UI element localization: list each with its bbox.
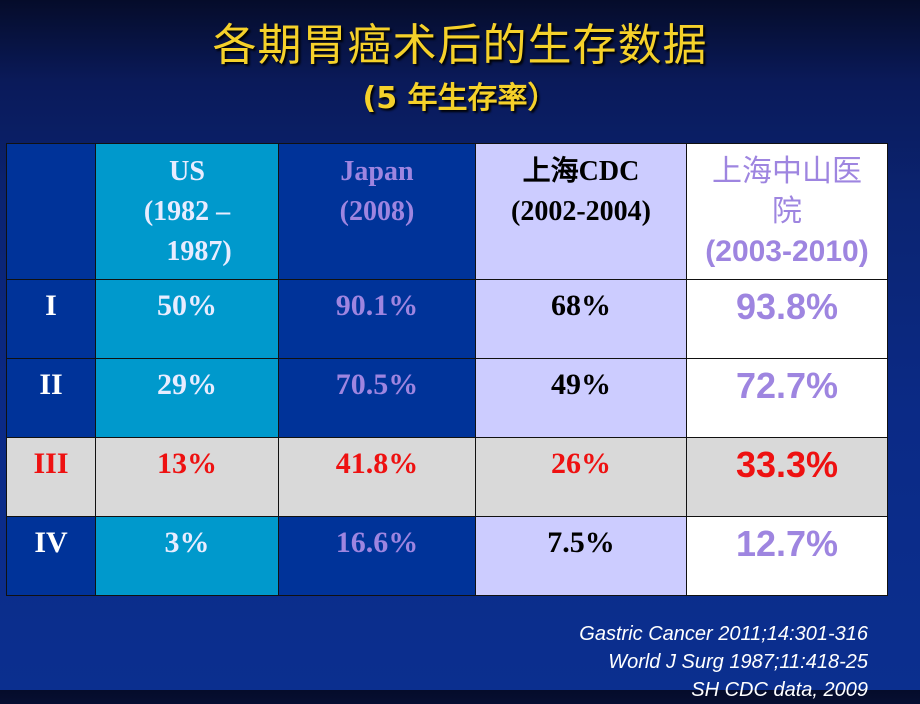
cdc-cell: 26% [475, 437, 687, 517]
reference-item: SH CDC data, 2009 [691, 679, 868, 701]
header-japan-line: Japan [340, 156, 414, 187]
us-cell: 3% [95, 516, 279, 596]
cdc-cell: 68% [475, 279, 687, 359]
header-us-line: 1987) [166, 236, 232, 267]
header-cdc-line: (2002-2004) [511, 196, 651, 227]
header-sh-cdc: 上海CDC (2002-2004) [475, 143, 687, 280]
stage-cell: I [6, 279, 96, 359]
survival-table: US (1982 – 1987) Japan (2008) 上海CDC (200… [6, 143, 888, 596]
cdc-cell: 49% [475, 358, 687, 438]
reference-item: Gastric Cancer 2011;14:301-316 [579, 623, 868, 645]
header-empty [6, 143, 96, 280]
header-us-line: US [169, 156, 205, 187]
zhongshan-cell: 33.3% [686, 437, 888, 517]
slide-subtitle: (5 年生存率） [362, 81, 558, 116]
table-row-highlighted: III 13% 41.8% 26% 33.3% [6, 437, 888, 517]
table-row: II 29% 70.5% 49% 72.7% [6, 358, 888, 438]
stage-cell: III [6, 437, 96, 517]
table-header-row: US (1982 – 1987) Japan (2008) 上海CDC (200… [6, 143, 888, 280]
header-zs-line: 上海中山医 [712, 155, 862, 188]
zhongshan-cell: 72.7% [686, 358, 888, 438]
header-us-line: (1982 – [143, 196, 231, 227]
zhongshan-cell: 93.8% [686, 279, 888, 359]
reference-item: World J Surg 1987;11:418-25 [608, 651, 868, 673]
slide-title: 各期胃癌术后的生存数据 [212, 20, 708, 71]
header-zhongshan: 上海中山医 院 (2003-2010) [686, 143, 888, 280]
japan-cell: 16.6% [278, 516, 476, 596]
us-cell: 29% [95, 358, 279, 438]
japan-cell: 90.1% [278, 279, 476, 359]
cdc-cell: 7.5% [475, 516, 687, 596]
table-row: I 50% 90.1% 68% 93.8% [6, 279, 888, 359]
header-us: US (1982 – 1987) [95, 143, 279, 280]
us-cell: 50% [95, 279, 279, 359]
header-cdc-line: 上海CDC [522, 156, 640, 187]
references: Gastric Cancer 2011;14:301-316 World J S… [579, 620, 868, 704]
us-cell: 13% [95, 437, 279, 517]
header-zs-line: 院 [772, 195, 802, 228]
header-japan: Japan (2008) [278, 143, 476, 280]
japan-cell: 41.8% [278, 437, 476, 517]
table-row: IV 3% 16.6% 7.5% 12.7% [6, 516, 888, 596]
stage-cell: II [6, 358, 96, 438]
header-japan-line: (2008) [339, 196, 415, 227]
japan-cell: 70.5% [278, 358, 476, 438]
zhongshan-cell: 12.7% [686, 516, 888, 596]
stage-cell: IV [6, 516, 96, 596]
header-zs-line: (2003-2010) [705, 235, 869, 268]
